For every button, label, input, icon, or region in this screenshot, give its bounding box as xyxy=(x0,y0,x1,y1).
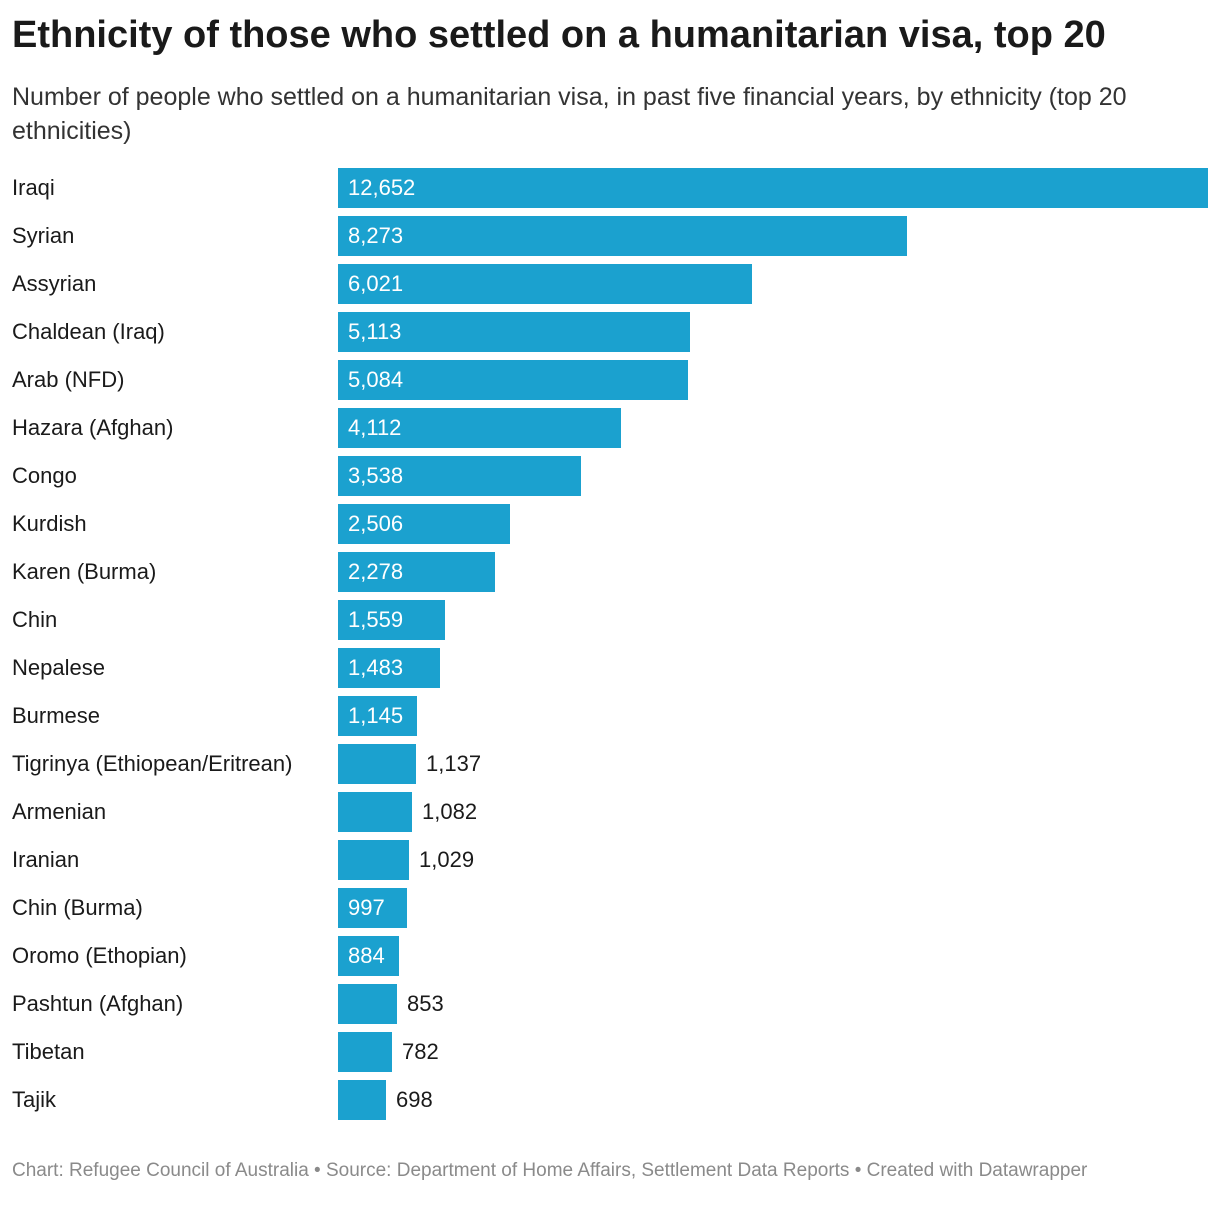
bar-row: Nepalese 1,483 xyxy=(0,648,1220,688)
bar xyxy=(338,504,510,544)
value-label: 853 xyxy=(407,991,444,1016)
bar xyxy=(338,1032,392,1072)
bar-row: Assyrian 6,021 xyxy=(0,264,1220,304)
category-label: Hazara (Afghan) xyxy=(12,415,174,440)
value-label: 12,652 xyxy=(348,175,416,200)
bar-row: Congo 3,538 xyxy=(0,456,1220,496)
bar-row: Iraqi 12,652 xyxy=(0,168,1220,208)
category-label: Chin (Burma) xyxy=(12,895,143,920)
bar-row: Iranian 1,029 xyxy=(0,840,1220,880)
bar xyxy=(338,312,690,352)
bar-row: Tibetan 782 xyxy=(0,1032,1220,1072)
value-label: 5,113 xyxy=(348,319,402,344)
category-label: Tigrinya (Ethiopean/Eritrean) xyxy=(12,751,293,776)
chart-footer: Chart: Refugee Council of Australia • So… xyxy=(12,1160,1088,1181)
category-label: Burmese xyxy=(12,703,101,728)
bar-chart: Iraqi 12,652 Syrian 8,273 Assyrian 6,021 Chald… xyxy=(0,162,1220,1132)
category-label: Kurdish xyxy=(12,511,87,536)
category-label: Tajik xyxy=(12,1087,57,1112)
bar-row: Oromo (Ethopian) 884 xyxy=(0,936,1220,976)
category-label: Chin xyxy=(12,607,58,632)
value-label: 782 xyxy=(402,1039,439,1064)
bar xyxy=(338,840,409,880)
category-label: Congo xyxy=(12,463,77,488)
value-label: 6,021 xyxy=(348,271,404,296)
bar-row: Arab (NFD) 5,084 xyxy=(0,360,1220,400)
bar xyxy=(338,216,907,256)
bar-row: Chin 1,559 xyxy=(0,600,1220,640)
bar xyxy=(338,360,688,400)
bar-row: Tigrinya (Ethiopean/Eritrean) 1,137 xyxy=(0,744,1220,784)
category-label: Nepalese xyxy=(12,655,105,680)
bar xyxy=(338,984,397,1024)
value-label: 1,029 xyxy=(419,847,475,872)
value-label: 1,082 xyxy=(422,799,478,824)
category-label: Pashtun (Afghan) xyxy=(12,991,184,1016)
bar xyxy=(338,888,407,928)
bar-row: Chin (Burma) 997 xyxy=(0,888,1220,928)
bar xyxy=(338,744,416,784)
bar xyxy=(338,792,412,832)
category-label: Assyrian xyxy=(12,271,97,296)
bar-row: Burmese 1,145 xyxy=(0,696,1220,736)
value-label: 1,483 xyxy=(348,655,404,680)
bar-row: Syrian 8,273 xyxy=(0,216,1220,256)
bar-row: Karen (Burma) 2,278 xyxy=(0,552,1220,592)
bar xyxy=(338,696,417,736)
value-label: 1,137 xyxy=(426,751,482,776)
value-label: 2,278 xyxy=(348,559,404,584)
value-label: 1,559 xyxy=(348,607,404,632)
bar-row: Pashtun (Afghan) 853 xyxy=(0,984,1220,1024)
chart-subtitle: Number of people who settled on a humani… xyxy=(12,83,1127,145)
value-label: 2,506 xyxy=(348,511,404,536)
category-label: Iraqi xyxy=(12,175,55,200)
bar xyxy=(338,552,495,592)
bar-row: Chaldean (Iraq) 5,113 xyxy=(0,312,1220,352)
bar-row: Hazara (Afghan) 4,112 xyxy=(0,408,1220,448)
value-label: 8,273 xyxy=(348,223,404,248)
category-label: Karen (Burma) xyxy=(12,559,157,584)
bar-row: Armenian 1,082 xyxy=(0,792,1220,832)
bar xyxy=(338,168,1208,208)
bar xyxy=(338,936,399,976)
value-label: 4,112 xyxy=(348,415,402,440)
category-label: Syrian xyxy=(12,223,75,248)
value-label: 698 xyxy=(396,1087,433,1112)
value-label: 997 xyxy=(348,895,385,920)
value-label: 884 xyxy=(348,943,385,968)
bar xyxy=(338,600,445,640)
category-label: Armenian xyxy=(12,799,107,824)
category-label: Arab (NFD) xyxy=(12,367,125,392)
value-label: 5,084 xyxy=(348,367,404,392)
category-label: Chaldean (Iraq) xyxy=(12,319,165,344)
chart-title: Ethnicity of those who settled on a huma… xyxy=(12,14,1106,56)
bar xyxy=(338,264,752,304)
category-label: Oromo (Ethopian) xyxy=(12,943,187,968)
bar-row: Tajik 698 xyxy=(0,1080,1220,1120)
value-label: 3,538 xyxy=(348,463,404,488)
bar xyxy=(338,408,621,448)
category-label: Iranian xyxy=(12,847,80,872)
bar xyxy=(338,1080,386,1120)
bar-row: Kurdish 2,506 xyxy=(0,504,1220,544)
bar xyxy=(338,648,440,688)
value-label: 1,145 xyxy=(348,703,404,728)
category-label: Tibetan xyxy=(12,1039,85,1064)
bar xyxy=(338,456,581,496)
